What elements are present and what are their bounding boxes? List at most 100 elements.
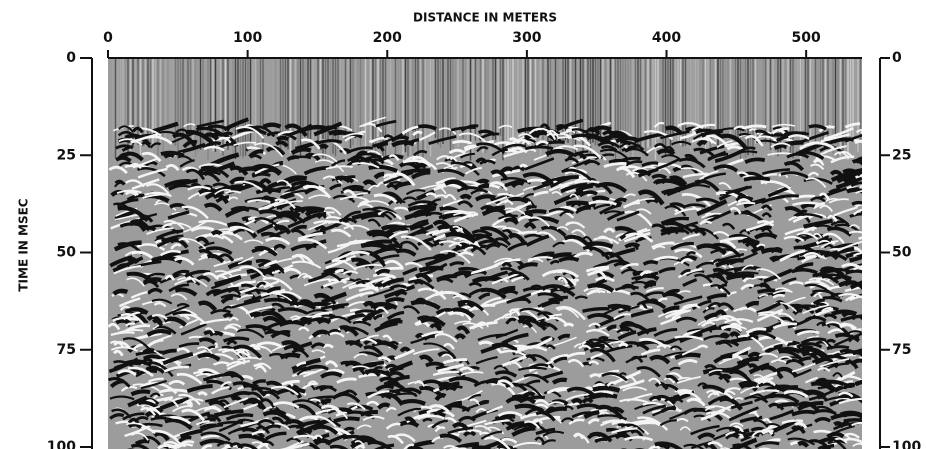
wavelet-light <box>546 132 557 141</box>
wavelet-dark <box>571 128 594 139</box>
wavelet-dark <box>178 435 192 443</box>
wavelet-dark <box>111 408 132 419</box>
wavelet-dark <box>675 316 698 323</box>
wavelet-light <box>312 434 323 441</box>
wavelet-dark <box>444 179 470 191</box>
wavelet-dark <box>743 176 771 182</box>
wavelet-dark <box>545 344 556 350</box>
wavelet-dark <box>520 197 535 207</box>
wavelet-dark <box>369 302 398 310</box>
wavelet-dark <box>539 322 558 331</box>
wavelet-light <box>699 220 713 226</box>
wavelet-dark <box>686 328 713 333</box>
wavelet-dark <box>612 156 641 165</box>
wavelet-light <box>623 232 651 243</box>
wavelet-dark <box>485 378 510 387</box>
wavelet-dark <box>846 187 862 194</box>
wavelet-dark <box>763 393 790 400</box>
wavelet-light <box>771 128 786 135</box>
wavelet-light <box>615 166 636 179</box>
wavelet-light <box>625 171 648 182</box>
wavelet-light <box>164 274 176 281</box>
wavelet-light <box>469 320 498 330</box>
wavelet-light <box>602 419 627 425</box>
wavelet-light <box>508 308 521 317</box>
wavelet-dark <box>195 236 210 245</box>
wavelet-dark <box>324 297 337 305</box>
wavelet-light <box>108 322 121 331</box>
wavelet-dark <box>636 366 661 378</box>
wavelet-dark <box>511 426 536 437</box>
wavelet-dark <box>703 334 728 341</box>
wavelet-light <box>734 397 744 401</box>
wavelet-dark <box>436 224 459 236</box>
wavelet-dark <box>603 210 622 215</box>
wavelet-dark <box>418 265 444 273</box>
wavelet-light <box>588 360 600 366</box>
wavelet-dark <box>571 411 597 419</box>
wavelet-light <box>202 272 220 281</box>
wavelet-dark <box>229 176 245 185</box>
wavelet-light <box>652 255 679 262</box>
wavelet-dark <box>501 228 514 236</box>
wavelet-dark <box>161 234 184 243</box>
wavelet-dark <box>792 308 804 316</box>
wavelet-light <box>251 441 271 449</box>
wavelet-light <box>325 165 353 170</box>
wavelet-light <box>269 422 291 430</box>
wavelet-light <box>514 344 541 355</box>
wavelet-dark <box>386 310 405 321</box>
wavelet-dark <box>185 129 216 147</box>
wavelet-light <box>783 389 809 399</box>
wavelet-light <box>781 419 804 425</box>
wavelet-dark <box>826 226 853 237</box>
wavelet-light <box>176 347 191 354</box>
wavelet-light <box>756 268 782 280</box>
wavelet-dark <box>524 209 547 216</box>
wavelet-dark <box>314 224 327 232</box>
wavelet-light <box>342 270 359 275</box>
wavelet-dark <box>249 264 277 280</box>
wavelet-dark <box>251 172 271 178</box>
wavelet-light <box>826 214 838 223</box>
wavelet-dark <box>351 210 381 221</box>
wavelet-dark <box>364 369 381 377</box>
wavelet-dark <box>591 195 610 202</box>
wavelet-dark <box>413 150 428 157</box>
wavelet-light <box>115 213 140 221</box>
wavelet-dark <box>363 345 384 357</box>
wavelet-dark <box>736 356 759 366</box>
wavelet-dark <box>320 302 349 311</box>
wavelet-light <box>377 181 388 187</box>
wavelet-dark <box>619 140 645 151</box>
wavelet-dark <box>212 182 234 192</box>
wavelet-light <box>382 334 393 342</box>
x-tick-label: 200 <box>373 30 402 46</box>
wavelet-dark <box>230 206 251 213</box>
wavelet-light <box>501 437 518 444</box>
wavelet-light <box>173 257 195 266</box>
wavelet-light <box>130 133 159 144</box>
wavelet-dark <box>519 395 546 404</box>
wavelet-light <box>578 344 592 350</box>
wavelet-light <box>434 333 458 343</box>
wavelet-light <box>756 220 775 227</box>
wavelet-light <box>788 215 804 222</box>
wavelet-light <box>820 133 850 143</box>
wavelet-dark <box>405 189 426 196</box>
wavelet-light <box>165 164 180 172</box>
wavelet-dark <box>517 262 539 271</box>
wavelet-light <box>432 370 460 376</box>
wavelet-dark <box>413 213 432 219</box>
wavelet-light <box>674 207 702 216</box>
wavelet-light <box>228 316 239 322</box>
wavelet-light <box>322 343 334 349</box>
wavelet-light <box>213 361 230 366</box>
wavelet-light <box>251 430 266 436</box>
wavelet-light <box>372 273 397 280</box>
wavelet-light <box>642 437 653 441</box>
wavelet-light <box>565 393 588 402</box>
wavelet-light <box>254 142 284 158</box>
wavelet-dark <box>605 324 617 332</box>
wavelet-dark <box>828 188 842 194</box>
